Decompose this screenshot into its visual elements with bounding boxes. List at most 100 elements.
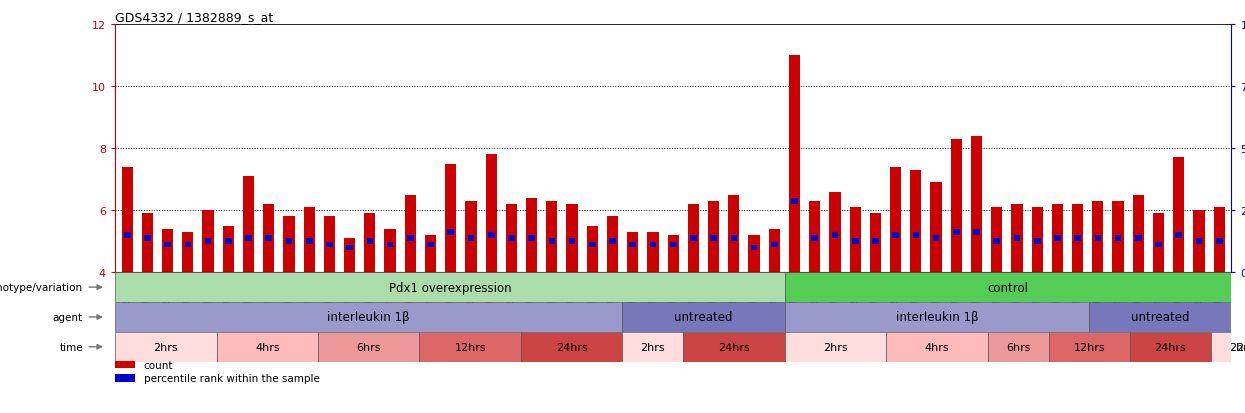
Bar (1033, 239, 1041, 244)
Bar (829, 192, 840, 273)
Text: 2hrs: 2hrs (823, 342, 848, 352)
Bar (951, 140, 962, 273)
Bar (528, 236, 535, 241)
Text: 4hrs: 4hrs (925, 342, 950, 352)
Text: 12hrs: 12hrs (1073, 342, 1106, 352)
Bar (115, 302, 622, 332)
Bar (115, 273, 784, 302)
Bar (265, 236, 273, 241)
Bar (385, 229, 396, 273)
Text: 6hrs: 6hrs (356, 342, 381, 352)
Bar (527, 198, 537, 273)
Bar (809, 202, 820, 273)
Bar (748, 235, 759, 273)
Bar (162, 229, 173, 273)
Bar (488, 233, 494, 238)
Bar (994, 239, 1000, 244)
Bar (547, 202, 558, 273)
Bar (1153, 214, 1164, 273)
Bar (115, 375, 136, 382)
Bar (142, 214, 153, 273)
Bar (910, 170, 921, 273)
Bar (784, 332, 886, 362)
Bar (870, 214, 881, 273)
Bar (1129, 332, 1211, 362)
Bar (708, 202, 720, 273)
Bar (427, 242, 433, 247)
Bar (1074, 236, 1081, 241)
Bar (223, 226, 234, 273)
Bar (784, 273, 1231, 302)
Bar (245, 236, 251, 241)
Bar (791, 199, 798, 204)
Bar (520, 332, 622, 362)
Bar (317, 332, 420, 362)
Bar (987, 332, 1048, 362)
Bar (144, 236, 151, 241)
Bar (184, 242, 192, 247)
Bar (387, 242, 393, 247)
Bar (1092, 202, 1103, 273)
Bar (468, 236, 474, 241)
Bar (711, 236, 717, 241)
Bar (1094, 236, 1101, 241)
Bar (1013, 236, 1021, 241)
Bar (405, 195, 416, 273)
Text: 12hrs: 12hrs (454, 342, 486, 352)
Text: 6hrs: 6hrs (1006, 342, 1031, 352)
Bar (1055, 236, 1061, 241)
Bar (832, 233, 838, 238)
Text: 2hrs: 2hrs (153, 342, 178, 352)
Bar (466, 202, 477, 273)
Bar (549, 239, 555, 244)
Bar (609, 239, 616, 244)
Text: 24hrs: 24hrs (718, 342, 749, 352)
Bar (1114, 236, 1122, 241)
Bar (630, 242, 636, 247)
Bar (784, 302, 1089, 332)
Bar (123, 233, 131, 238)
Bar (425, 235, 436, 273)
Text: interleukin 1β: interleukin 1β (895, 311, 979, 324)
Bar (608, 217, 618, 273)
Bar (1052, 204, 1063, 273)
Bar (1195, 239, 1203, 244)
Bar (1048, 332, 1129, 362)
Bar (122, 167, 133, 273)
Text: genotype/variation: genotype/variation (0, 282, 83, 292)
Text: time: time (60, 342, 83, 352)
Bar (684, 332, 784, 362)
Bar (1089, 302, 1231, 332)
Bar (304, 207, 315, 273)
Bar (872, 239, 879, 244)
Text: 24hrs: 24hrs (1236, 342, 1245, 352)
Bar (243, 177, 254, 273)
Bar (586, 226, 598, 273)
Bar (1135, 236, 1142, 241)
Bar (324, 217, 335, 273)
Bar (933, 236, 940, 241)
Bar (650, 242, 656, 247)
Bar (890, 167, 901, 273)
Bar (285, 239, 293, 244)
Text: percentile rank within the sample: percentile rank within the sample (143, 373, 320, 383)
Bar (115, 332, 217, 362)
Bar (263, 204, 274, 273)
Bar (589, 242, 595, 247)
Text: 24hrs: 24hrs (555, 342, 588, 352)
Bar (446, 164, 456, 273)
Bar (893, 233, 899, 238)
Bar (115, 361, 136, 368)
Bar (420, 332, 520, 362)
Bar (852, 239, 859, 244)
Text: 4hrs: 4hrs (255, 342, 280, 352)
Bar (647, 232, 659, 273)
Text: 2hrs: 2hrs (1229, 342, 1245, 352)
Bar (1231, 332, 1245, 362)
Bar (768, 229, 779, 273)
Bar (952, 230, 960, 235)
Text: Pdx1 overexpression: Pdx1 overexpression (388, 281, 512, 294)
Bar (1173, 158, 1184, 273)
Bar (849, 207, 860, 273)
Bar (566, 204, 578, 273)
